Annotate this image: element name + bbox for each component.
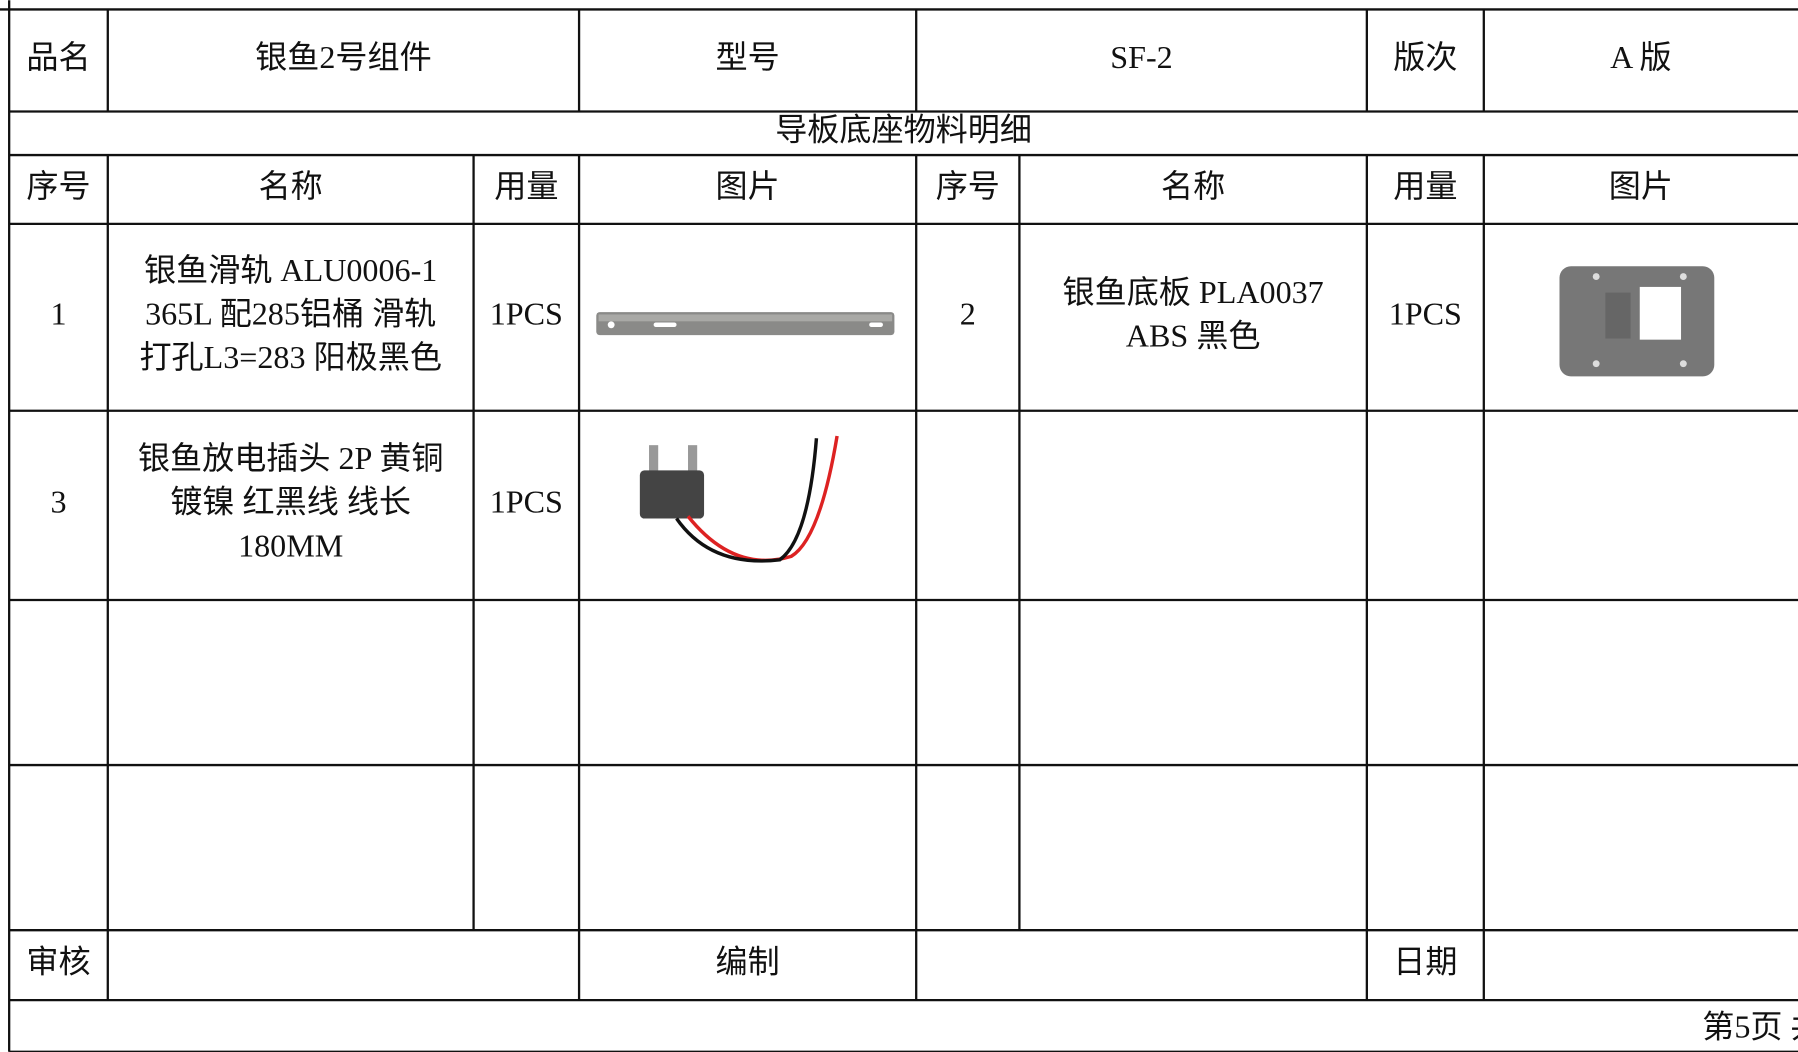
item-no: 1 [50, 296, 66, 332]
column-header: 序号 [936, 168, 1000, 204]
section-title: 导板底座物料明细 [775, 112, 1032, 148]
item-name: 180MM [238, 527, 343, 563]
item-name: 银鱼底板 PLA0037 [1063, 274, 1324, 310]
rail-image [596, 312, 895, 336]
column-header: 名称 [1161, 168, 1225, 204]
column-header: 图片 [716, 168, 780, 204]
plug-image [639, 435, 839, 563]
item-name: 打孔L3=283 阳极黑色 [139, 339, 441, 375]
label: 版次 [1393, 39, 1457, 75]
item-no: 3 [50, 484, 66, 520]
column-header: 用量 [1393, 168, 1457, 204]
item-name: ABS 黑色 [1126, 317, 1261, 353]
plate-image [1559, 266, 1715, 377]
item-qty: 1PCS [490, 484, 563, 520]
item-name: 365L 配285铝桶 滑轨 [145, 296, 436, 332]
item-qty: 1PCS [1389, 296, 1462, 332]
item-name: 银鱼滑轨 ALU0006-1 [144, 252, 437, 288]
column-header: 图片 [1609, 168, 1673, 204]
value: A 版 [1610, 39, 1672, 75]
page-number: 第5页 共6页 [1702, 1008, 1798, 1044]
label: 审核 [26, 944, 90, 980]
column-header: 用量 [494, 168, 558, 204]
label: 日期 [1393, 944, 1457, 980]
item-name: 镀镍 红黑线 线长 [170, 484, 411, 520]
column-header: 名称 [259, 168, 323, 204]
value: SF-2 [1110, 39, 1172, 75]
label: 品名 [26, 39, 90, 75]
value: 银鱼2号组件 [255, 39, 432, 75]
item-name: 银鱼放电插头 2P 黄铜 [138, 440, 444, 476]
column-header: 序号 [26, 168, 90, 204]
label: 型号 [716, 39, 780, 75]
item-qty: 1PCS [490, 296, 563, 332]
label: 编制 [716, 944, 780, 980]
item-no: 2 [960, 296, 976, 332]
